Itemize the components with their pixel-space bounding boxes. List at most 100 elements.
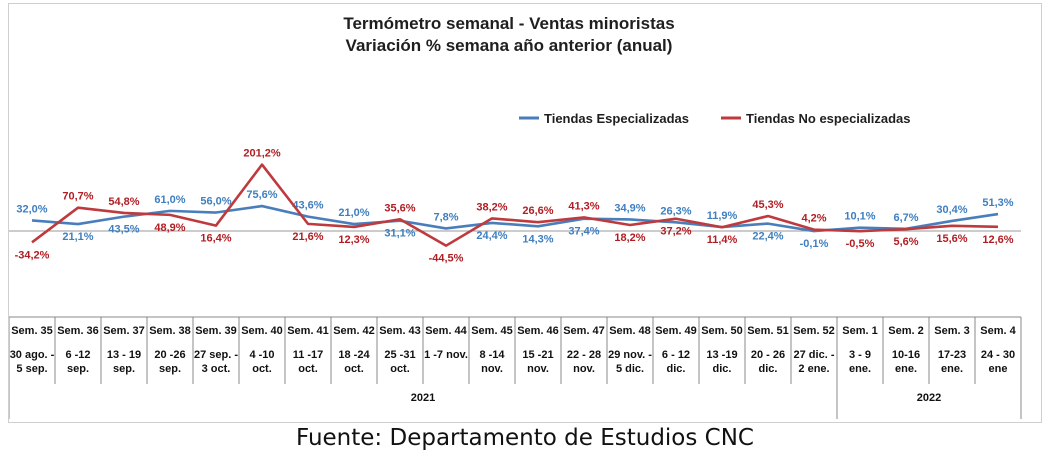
category-date-label: oct. xyxy=(390,363,410,375)
data-label-especializadas: 21,1% xyxy=(62,231,93,243)
data-label-no-especializadas: -34,2% xyxy=(15,249,50,261)
category-date-label: 6 - 12 xyxy=(662,349,690,361)
category-week-label: Sem. 1 xyxy=(842,325,877,337)
category-week-label: Sem. 50 xyxy=(701,325,743,337)
category-week-label: Sem. 36 xyxy=(57,325,99,337)
category-date-label: 17-23 xyxy=(938,349,966,361)
category-week-label: Sem. 4 xyxy=(980,325,1016,337)
category-week-label: Sem. 47 xyxy=(563,325,605,337)
category-week-label: Sem. 35 xyxy=(11,325,53,337)
data-label-especializadas: -0,1% xyxy=(800,238,829,250)
line-chart: Termómetro semanal - Ventas minoristas V… xyxy=(9,14,1022,419)
category-week-label: Sem. 48 xyxy=(609,325,651,337)
category-date-label: dic. xyxy=(759,363,778,375)
data-label-especializadas: 6,7% xyxy=(893,212,918,224)
category-date-label: ene. xyxy=(849,363,871,375)
data-label-no-especializadas: 18,2% xyxy=(614,232,645,244)
data-label-no-especializadas: 12,3% xyxy=(338,234,369,246)
year-group-label: 2021 xyxy=(411,392,435,404)
data-label-no-especializadas: 45,3% xyxy=(752,199,783,211)
chart-frame: Termómetro semanal - Ventas minoristas V… xyxy=(8,3,1042,423)
category-date-label: 27 dic. - xyxy=(794,349,835,361)
data-label-especializadas: 26,3% xyxy=(660,205,691,217)
data-label-no-especializadas: 38,2% xyxy=(476,201,507,213)
data-label-no-especializadas: 54,8% xyxy=(108,196,139,208)
legend-label-especializadas: Tiendas Especializadas xyxy=(544,111,689,126)
category-date-label: 6 -12 xyxy=(65,349,90,361)
category-date-label: 8 -14 xyxy=(479,349,505,361)
category-date-label: nov. xyxy=(527,363,549,375)
data-label-no-especializadas: 37,2% xyxy=(660,226,691,238)
category-date-label: dic. xyxy=(667,363,686,375)
category-week-label: Sem. 38 xyxy=(149,325,191,337)
data-label-no-especializadas: 70,7% xyxy=(62,191,93,203)
category-date-label: nov. xyxy=(481,363,503,375)
data-label-no-especializadas: 21,6% xyxy=(292,231,323,243)
data-label-especializadas: 10,1% xyxy=(844,211,875,223)
category-date-label: 25 -31 xyxy=(384,349,415,361)
category-date-label: 5 dic. xyxy=(616,363,644,375)
category-date-label: dic. xyxy=(713,363,732,375)
category-week-label: Sem. 2 xyxy=(888,325,923,337)
category-axis-table: Sem. 35 30 ago. - 5 sep. Sem. 36 6 -12 sep. Se… xyxy=(9,316,1022,419)
category-date-label: 4 -10 xyxy=(249,349,274,361)
category-week-label: Sem. 40 xyxy=(241,325,283,337)
data-label-no-especializadas: 15,6% xyxy=(936,233,967,245)
data-label-no-especializadas: 16,4% xyxy=(200,233,231,245)
data-label-especializadas: 75,6% xyxy=(246,189,277,201)
data-label-especializadas: 32,0% xyxy=(16,203,47,215)
plot-area: 32,0% 21,1% 43,5% 61,0% 56,0% 75,6% 43,6% 21,0%… xyxy=(9,148,1021,265)
category-week-label: Sem. 39 xyxy=(195,325,237,337)
data-label-no-especializadas: 35,6% xyxy=(384,202,415,214)
source-note: Fuente: Departamento de Estudios CNC xyxy=(295,425,754,451)
category-date-label: ene. xyxy=(941,363,963,375)
data-label-especializadas: 14,3% xyxy=(522,233,553,245)
category-date-label: 27 sep. - xyxy=(194,349,238,361)
category-week-label: Sem. 3 xyxy=(934,325,969,337)
category-date-label: 3 oct. xyxy=(202,363,231,375)
category-week-label: Sem. 42 xyxy=(333,325,375,337)
chart-title: Termómetro semanal - Ventas minoristas xyxy=(343,14,674,33)
category-date-label: 2 ene. xyxy=(798,363,829,375)
category-date-label: nov. xyxy=(573,363,595,375)
category-week-label: Sem. 43 xyxy=(379,325,421,337)
category-date-label: ene xyxy=(989,363,1008,375)
category-date-label: sep. xyxy=(159,363,181,375)
category-date-label: 13 -19 xyxy=(706,349,737,361)
year-group-label: 2022 xyxy=(917,392,941,404)
data-label-especializadas: 61,0% xyxy=(154,194,185,206)
category-date-label: ene. xyxy=(895,363,917,375)
data-label-especializadas: 30,4% xyxy=(936,204,967,216)
data-label-especializadas: 43,5% xyxy=(108,224,139,236)
data-label-no-especializadas: 4,2% xyxy=(801,213,826,225)
data-label-especializadas: 56,0% xyxy=(200,196,231,208)
category-date-label: 18 -24 xyxy=(338,349,370,361)
category-date-label: 20 -26 xyxy=(154,349,185,361)
data-label-especializadas: 43,6% xyxy=(292,200,323,212)
category-week-label: Sem. 45 xyxy=(471,325,513,337)
data-label-no-especializadas: 5,6% xyxy=(893,236,918,248)
category-week-label: Sem. 51 xyxy=(747,325,789,337)
data-label-especializadas: 7,8% xyxy=(433,211,458,223)
data-label-no-especializadas: 48,9% xyxy=(154,222,185,234)
category-date-label: oct. xyxy=(344,363,364,375)
legend: Tiendas Especializadas Tiendas No especi… xyxy=(519,111,911,126)
series-line-no-especializadas xyxy=(31,163,999,247)
data-label-especializadas: 24,4% xyxy=(476,230,507,242)
category-date-label: sep. xyxy=(113,363,135,375)
category-date-label: 5 sep. xyxy=(16,363,47,375)
category-date-label: 10-16 xyxy=(892,349,920,361)
data-label-especializadas: 37,4% xyxy=(568,226,599,238)
data-label-especializadas: 34,9% xyxy=(614,202,645,214)
data-label-no-especializadas: 11,4% xyxy=(707,234,738,246)
chart-subtitle: Variación % semana año anterior (anual) xyxy=(346,36,673,55)
category-date-label: 1 -7 nov. xyxy=(424,349,468,361)
category-week-label: Sem. 37 xyxy=(103,325,145,337)
category-date-label: oct. xyxy=(252,363,272,375)
category-date-label: 29 nov. - xyxy=(608,349,652,361)
data-label-especializadas: 31,1% xyxy=(384,228,415,240)
category-date-label: 15 -21 xyxy=(522,349,553,361)
category-date-label: 11 -17 xyxy=(293,349,324,361)
data-label-no-especializadas: -44,5% xyxy=(429,253,464,265)
category-date-label: 3 - 9 xyxy=(849,349,871,361)
